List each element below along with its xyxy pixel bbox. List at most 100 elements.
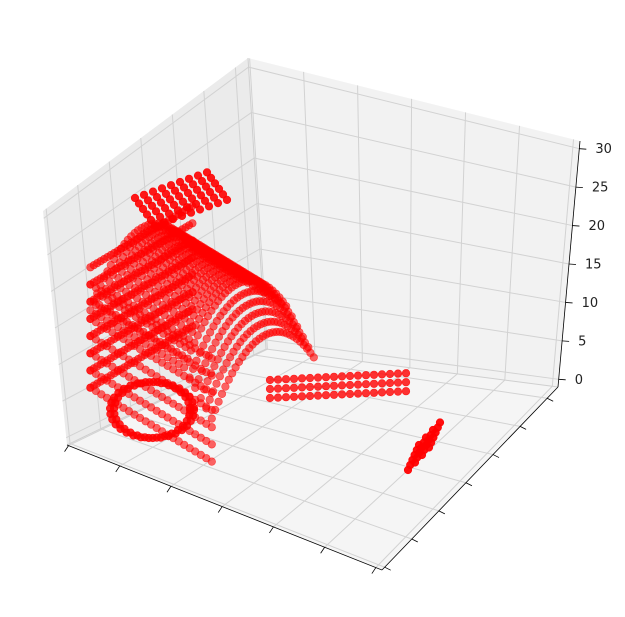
data-point (321, 391, 331, 400)
data-point (211, 338, 220, 347)
data-points (86, 168, 445, 475)
data-point (166, 181, 176, 190)
data-point (361, 371, 371, 380)
data-point (385, 378, 395, 388)
data-point (164, 209, 174, 218)
data-point (273, 375, 283, 384)
data-point (193, 331, 202, 340)
data-point (377, 379, 387, 388)
z-tick-labels: 0 5 10 15 20 25 30 (575, 142, 612, 388)
data-point (217, 348, 226, 358)
data-point (337, 381, 347, 390)
data-point (202, 334, 211, 343)
data-point (297, 374, 307, 383)
data-point (205, 395, 214, 404)
data-point (281, 375, 291, 384)
data-point (200, 196, 210, 205)
data-point (184, 174, 194, 183)
data-point (207, 423, 216, 432)
data-point (361, 380, 371, 389)
data-point (203, 377, 212, 386)
data-point (281, 384, 291, 393)
y-tick (546, 397, 554, 402)
data-point (148, 187, 158, 196)
data-point (177, 211, 187, 220)
x-tick (166, 486, 172, 493)
data-point (208, 344, 217, 354)
data-point (197, 324, 206, 333)
data-point (217, 389, 227, 399)
axis-ticks (64, 148, 587, 574)
data-point (140, 433, 149, 442)
data-point (206, 328, 215, 337)
data-point (130, 193, 140, 203)
x-tick (371, 567, 377, 574)
data-point (210, 179, 220, 188)
data-point (321, 382, 331, 391)
data-point (401, 369, 411, 378)
data-point (205, 188, 215, 197)
z-tick (572, 225, 580, 227)
data-point (289, 374, 299, 383)
data-point (207, 354, 216, 363)
data-point (191, 199, 201, 209)
data-point (265, 393, 275, 403)
data-point (321, 373, 331, 382)
data-point (207, 371, 216, 380)
data-point (345, 380, 355, 390)
data-point (428, 425, 438, 435)
y-tick (492, 454, 500, 458)
data-point (369, 370, 379, 379)
data-point (214, 397, 223, 406)
data-point (201, 359, 210, 368)
y-tick (438, 510, 446, 515)
data-point (401, 387, 411, 396)
data-point (202, 168, 212, 177)
data-point (206, 173, 216, 182)
data-point (138, 204, 148, 214)
y-tick (384, 566, 391, 571)
data-point (168, 215, 178, 224)
data-point (289, 383, 299, 392)
data-point (337, 372, 347, 381)
data-point (156, 433, 165, 442)
z-tick-label: 5 (578, 334, 586, 349)
data-point (385, 369, 395, 379)
data-point (175, 177, 185, 187)
data-point (207, 440, 216, 449)
data-point (177, 426, 186, 435)
data-point (218, 190, 228, 199)
z-tick-label: 0 (575, 373, 583, 388)
data-point (228, 369, 237, 378)
data-point (188, 180, 198, 189)
data-point (171, 429, 180, 438)
data-point (165, 195, 175, 204)
data-point (305, 391, 315, 401)
data-point (174, 192, 184, 201)
data-point (207, 414, 216, 423)
z-tick-label: 10 (582, 296, 599, 311)
data-point (289, 392, 299, 401)
data-point (192, 185, 202, 194)
data-point (265, 384, 275, 394)
data-point (196, 191, 206, 200)
data-point (148, 433, 157, 443)
data-point (377, 370, 387, 379)
data-point (345, 389, 355, 399)
data-point (195, 205, 205, 214)
data-point (152, 193, 162, 202)
y-axis-line (381, 386, 559, 571)
data-point (139, 190, 149, 199)
data-point (157, 184, 167, 193)
data-point (215, 372, 224, 381)
data-point (224, 375, 233, 384)
data-point (329, 372, 339, 381)
z-tick-label: 20 (588, 219, 605, 234)
data-point (369, 379, 379, 388)
data-point (207, 405, 216, 415)
data-point (134, 199, 144, 208)
data-point (393, 387, 403, 396)
data-point (173, 206, 183, 215)
data-point (337, 390, 347, 399)
